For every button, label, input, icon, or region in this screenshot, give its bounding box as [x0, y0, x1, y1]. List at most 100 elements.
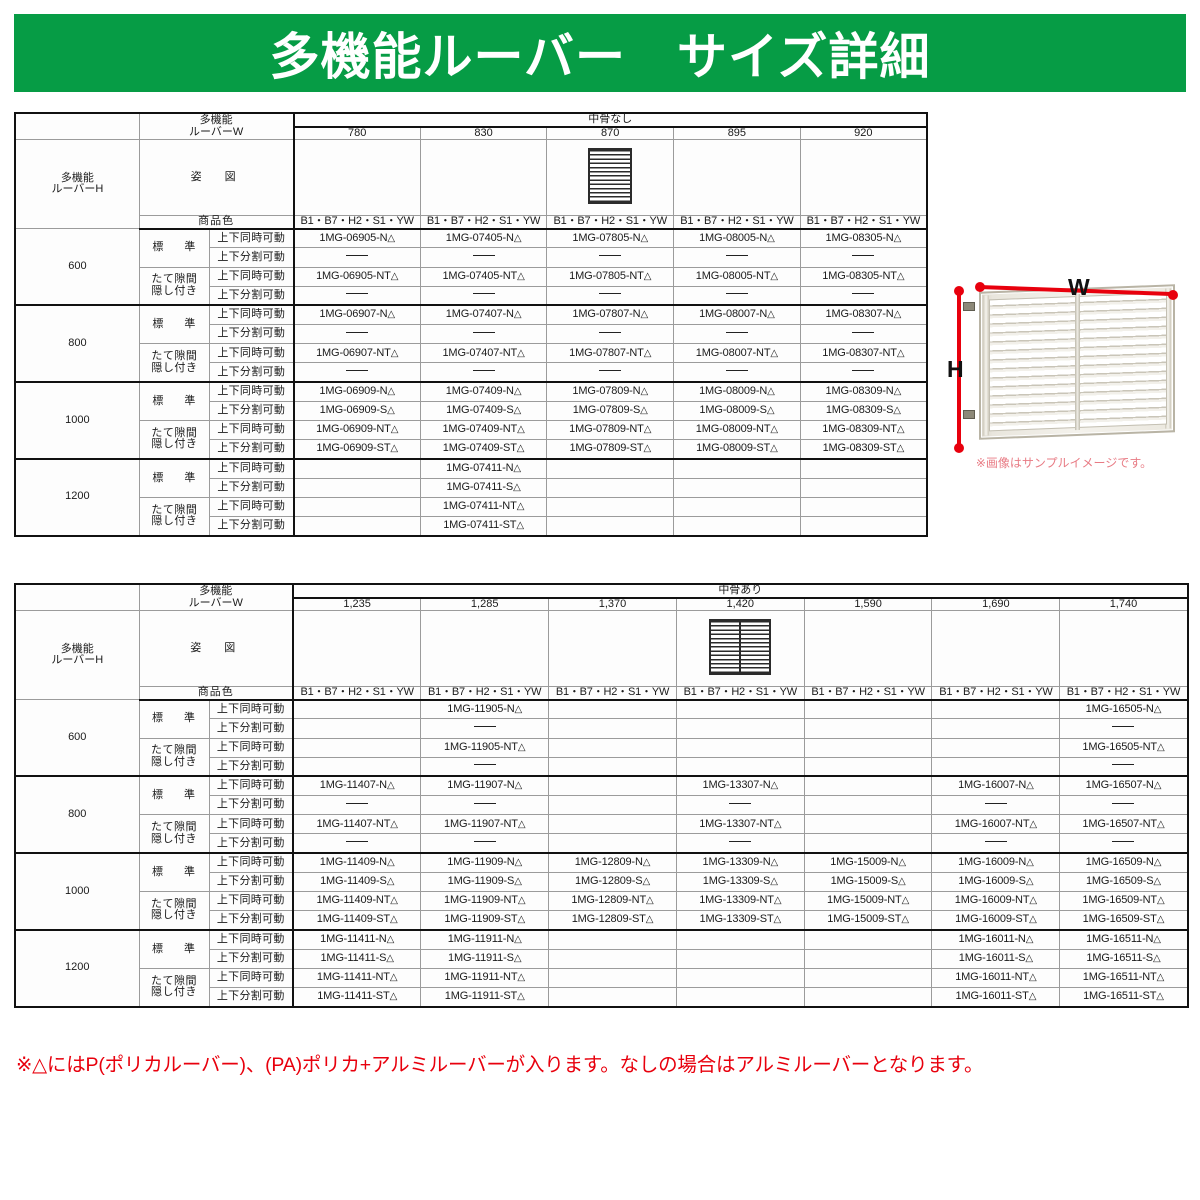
triangle-placeholder-icon: △ [517, 741, 526, 753]
operation-mode-simultaneous: 上下同時可動 [208, 814, 294, 835]
product-code-cell [803, 814, 933, 835]
operation-mode-split: 上下分割可動 [208, 285, 295, 307]
table-row: たて隙間 隠し付き 上下同時可動 1MG-06905-NT△ 1MG-07405-NT△… [15, 266, 928, 307]
product-code-cell [673, 496, 801, 517]
table-row: 上下分割可動 1MG-07411-ST△ [15, 515, 928, 537]
header-row-widths: 1,235 1,285 1,370 1,420 1,590 1,690 1,740 [14, 597, 1189, 612]
product-code-text: 1MG-11911-NT△ [444, 971, 525, 984]
product-code-text: 1MG-16511-S△ [1086, 951, 1161, 964]
product-code-cell [293, 285, 421, 307]
table-row: たて隙間 隠し付き 上下同時可動 1MG-11409-NT△ 1MG-11909-NT△… [15, 891, 1189, 931]
triangle-placeholder-icon: △ [642, 876, 650, 888]
triangle-placeholder-icon: △ [1156, 972, 1165, 984]
product-code-cell [799, 285, 928, 307]
product-code-text: 1MG-12809-NT△ [571, 894, 654, 907]
height-size-800: 800 [14, 304, 140, 384]
product-code-text: 1MG-08307-NT△ [822, 346, 905, 359]
louver-type-cell: 標 準 [138, 458, 210, 498]
triangle-placeholder-icon: △ [514, 780, 523, 792]
product-code-cell [293, 247, 421, 268]
not-available-dash-icon [472, 293, 495, 295]
operation-mode-split: 上下分割可動 [208, 833, 294, 855]
table-row: 上下分割可動 1MG-11409-ST△ 1MG-11909-ST△ 1MG-1280… [15, 910, 1189, 931]
product-code-cell [803, 929, 933, 950]
product-code-cell [675, 737, 805, 758]
product-code-cell [419, 362, 548, 384]
width-header-1690: 1,690 [931, 597, 1061, 612]
product-code-cell: 1MG-13309-ST△ [675, 910, 805, 931]
triangle-placeholder-icon: △ [389, 991, 398, 1003]
product-code-cell [803, 948, 933, 969]
product-code-text: 1MG-07411-N△ [446, 461, 521, 474]
triangle-placeholder-icon: △ [1029, 914, 1037, 926]
product-code-cell: 1MG-06909-ST△ [293, 439, 421, 460]
triangle-placeholder-icon: △ [517, 972, 525, 984]
width-header-1235: 1,235 [292, 597, 422, 612]
louver-thumbnail-icon [588, 147, 633, 204]
product-code-cell: 1MG-11411-N△ [292, 929, 422, 950]
triangle-placeholder-icon: △ [640, 309, 649, 321]
louver-width-label-line1: 多機能 [199, 585, 233, 597]
triangle-placeholder-icon: △ [901, 914, 909, 926]
product-color-values: B1・B7・H2・S1・YW [673, 215, 801, 230]
not-available-dash-icon [346, 331, 369, 333]
not-available-dash-icon [346, 802, 369, 804]
product-code-text: 1MG-12809-ST△ [571, 913, 654, 926]
height-size-800: 800 [14, 775, 140, 855]
triangle-placeholder-icon: △ [1156, 991, 1164, 1003]
table-row: 上下分割可動 [15, 756, 1189, 778]
product-code-text: 1MG-07409-N△ [445, 385, 522, 398]
product-code-text: 1MG-07409-S△ [446, 404, 522, 417]
operation-mode-simultaneous: 上下同時可動 [208, 775, 294, 797]
product-code-text: 1MG-07807-N△ [572, 308, 649, 321]
product-code-cell: 1MG-16007-N△ [931, 775, 1061, 797]
table-row: たて隙間 隠し付き 上下同時可動 1MG-06909-NT△ 1MG-07409-NT△… [15, 420, 928, 460]
height-size-1200: 1200 [14, 458, 140, 537]
triangle-placeholder-icon: △ [896, 443, 905, 455]
type-hidden-label-line1: たて隙間 [151, 897, 197, 910]
product-code-text: 1MG-16009-S△ [958, 875, 1034, 888]
product-code-text: 1MG-16507-NT△ [1082, 817, 1165, 830]
footnote-text: ※△にはP(ポリカルーバー)、(PA)ポリカ+アルミルーバーが入ります。なしの場… [16, 1054, 984, 1076]
triangle-placeholder-icon: △ [517, 818, 526, 830]
product-code-cell: 1MG-07807-NT△ [546, 343, 675, 364]
product-code-text: 1MG-16007-N△ [958, 779, 1034, 792]
product-code-text: 1MG-07407-NT△ [442, 346, 525, 359]
table-row: たて隙間 隠し付き 上下同時可動 1MG-06907-NT△ 1MG-07407-NT△… [15, 343, 928, 384]
appearance-diagram-cell [548, 610, 677, 688]
triangle-placeholder-icon: △ [390, 270, 399, 282]
product-code-cell: 1MG-07405-NT△ [419, 266, 548, 287]
corner-blank-cell [14, 583, 140, 598]
product-code-cell: 1MG-07411-N△ [419, 458, 548, 479]
product-code-text: 1MG-15009-NT△ [827, 894, 910, 907]
product-code-cell [675, 756, 805, 778]
louver-width-label: 多機能 ルーバーW [138, 583, 294, 612]
product-code-cell [548, 929, 677, 950]
product-code-cell: 1MG-11909-S△ [420, 871, 550, 893]
product-code-cell: 1MG-16009-ST△ [931, 910, 1061, 931]
triangle-placeholder-icon: △ [1157, 818, 1165, 830]
product-code-cell: 1MG-08309-S△ [799, 400, 928, 422]
product-code-cell: 1MG-16509-N△ [1059, 852, 1189, 873]
product-code-cell [799, 515, 928, 537]
product-code-cell: 1MG-07807-N△ [546, 304, 675, 326]
triangle-placeholder-icon: △ [767, 386, 775, 398]
operation-mode-split: 上下分割可動 [208, 795, 294, 816]
product-code-cell: 1MG-07809-N△ [546, 381, 675, 402]
triangle-placeholder-icon: △ [1153, 876, 1161, 888]
product-code-cell [548, 795, 677, 816]
product-code-cell [546, 496, 675, 517]
product-code-cell [546, 515, 675, 537]
corner-blank-cell [14, 112, 140, 127]
table-row: たて隙間 隠し付き 上下同時可動 1MG-11407-NT△ 1MG-11907-NT△… [15, 814, 1189, 855]
table-row: 上下分割可動 1MG-11411-ST△ 1MG-11911-ST△ 1MG-1601… [15, 986, 1189, 1008]
not-available-dash-icon [346, 370, 369, 372]
product-code-cell [675, 795, 805, 816]
louver-type-cell: たて隙間 隠し付き [138, 737, 210, 778]
table-row: 上下分割可動 1MG-07411-S△ [15, 477, 928, 498]
product-code-cell: 1MG-11409-S△ [292, 871, 422, 893]
product-code-cell: 1MG-11411-ST△ [292, 986, 422, 1008]
product-code-cell: 1MG-08309-N△ [799, 381, 928, 402]
product-code-text: 1MG-08007-N△ [699, 308, 775, 321]
triangle-placeholder-icon: △ [770, 347, 778, 359]
